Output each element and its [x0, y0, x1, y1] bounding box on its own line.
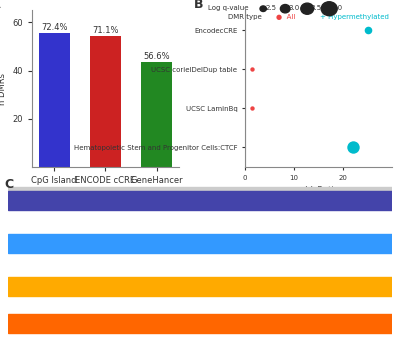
X-axis label: oddsRatio: oddsRatio: [298, 186, 340, 195]
Point: [249, 66, 256, 72]
Text: C: C: [4, 178, 13, 191]
Bar: [8, 234, 392, 253]
Bar: [90, 37, 121, 167]
Point: [249, 105, 256, 111]
Text: ●  All: ● All: [276, 14, 295, 20]
Text: 56.6%: 56.6%: [144, 52, 170, 61]
Text: + Hypermethylated: + Hypermethylated: [320, 14, 389, 20]
Text: B: B: [194, 0, 203, 11]
Bar: [142, 62, 172, 167]
Text: 71.1%: 71.1%: [92, 26, 119, 35]
Point: [350, 145, 356, 150]
Bar: [8, 191, 392, 210]
Bar: [39, 33, 70, 167]
Text: 3.5: 3.5: [310, 5, 321, 11]
Text: DMR type: DMR type: [228, 14, 262, 20]
Text: 3.0: 3.0: [288, 5, 299, 11]
Text: 72.4%: 72.4%: [41, 23, 67, 32]
Bar: [8, 314, 392, 333]
Bar: [8, 277, 392, 296]
Text: Log q-value: Log q-value: [208, 5, 248, 11]
Text: 4.0: 4.0: [332, 5, 343, 11]
Y-axis label: n DMRs: n DMRs: [0, 73, 7, 105]
Bar: [8, 187, 392, 200]
Point: [364, 27, 371, 33]
Text: 2.5: 2.5: [266, 5, 277, 11]
